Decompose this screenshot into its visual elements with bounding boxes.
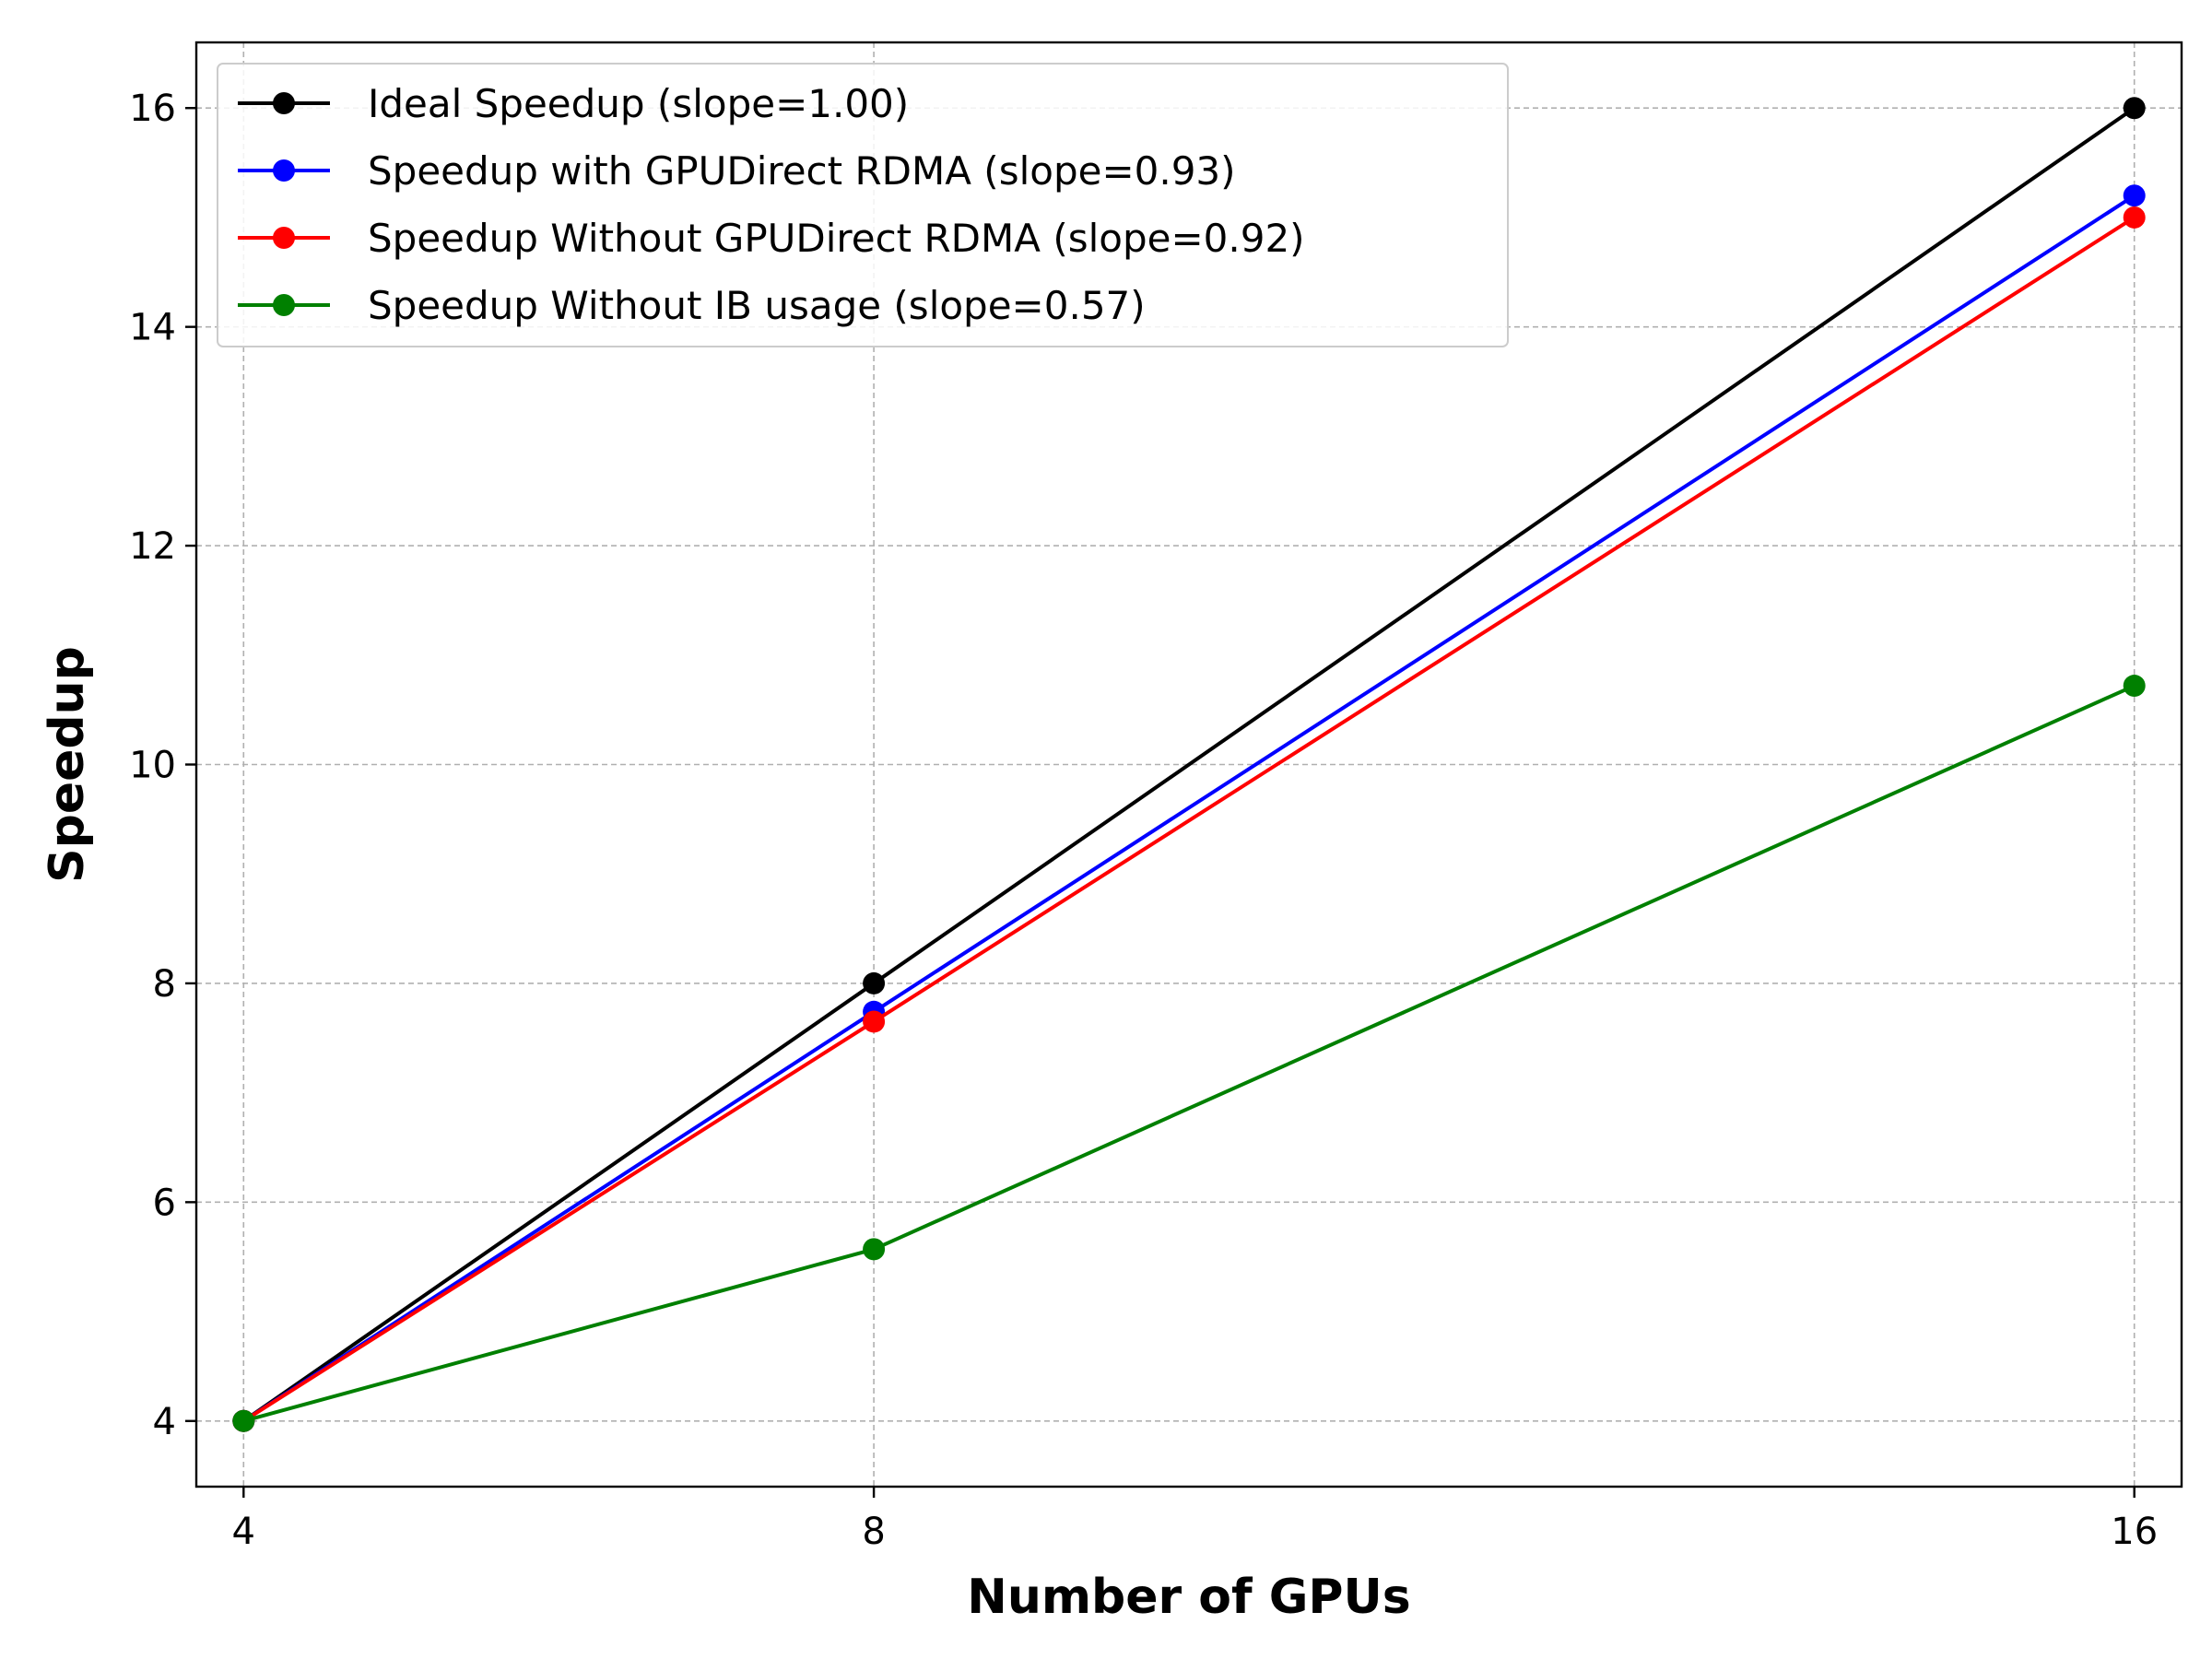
legend-marker-0 [273, 92, 295, 114]
series-line-3 [242, 684, 2136, 1423]
legend-marker-2 [273, 227, 295, 249]
legend-entry-2: Speedup Without GPUDirect RDMA (slope=0.… [368, 216, 1305, 261]
series-line-1 [242, 194, 2136, 1423]
y-tick-label: 10 [129, 745, 176, 787]
y-tick-label: 8 [153, 963, 176, 1006]
y-tick-label: 14 [129, 307, 176, 349]
data-point-series-0 [2123, 97, 2146, 120]
legend-entry-0: Ideal Speedup (slope=1.00) [368, 81, 909, 126]
data-point-series-2 [863, 1010, 886, 1033]
y-tick-label: 12 [129, 525, 176, 568]
data-point-series-2 [2123, 206, 2146, 229]
legend-marker-3 [273, 294, 295, 316]
series-lines [232, 97, 2146, 1432]
axis-ticks: 4 8 16 4 6 8 10 12 14 16 [129, 88, 2158, 1553]
data-point-series-3 [232, 1409, 255, 1432]
y-tick-label: 4 [153, 1401, 176, 1443]
data-point-series-0 [863, 971, 886, 994]
data-point-series-1 [2123, 184, 2146, 207]
legend-box [217, 63, 1509, 347]
x-tick-label: 16 [2111, 1511, 2158, 1553]
legend: Ideal Speedup (slope=1.00) Speedup with G… [217, 63, 1509, 347]
y-tick-label: 16 [129, 88, 176, 130]
series-line-2 [242, 216, 2136, 1423]
legend-entry-3: Speedup Without IB usage (slope=0.57) [368, 283, 1146, 328]
x-tick-label: 4 [232, 1511, 255, 1553]
y-tick-label: 6 [153, 1182, 176, 1224]
legend-entry-1: Speedup with GPUDirect RDMA (slope=0.93) [368, 148, 1236, 194]
x-tick-label: 8 [862, 1511, 885, 1553]
data-point-series-3 [2123, 675, 2146, 698]
y-axis-label: Speedup [40, 646, 95, 883]
legend-marker-1 [273, 159, 295, 182]
data-point-series-3 [863, 1238, 886, 1261]
x-axis-label: Number of GPUs [967, 1570, 1410, 1625]
